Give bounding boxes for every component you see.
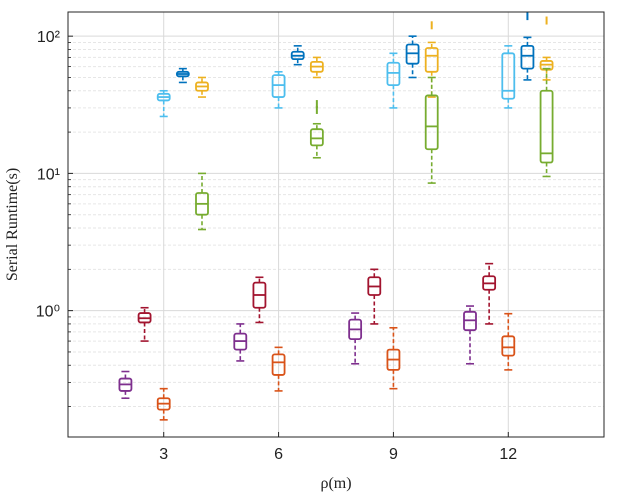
major-gridlines (68, 12, 604, 437)
box-iqr (539, 89, 554, 164)
box-light-blue-3 (156, 89, 171, 118)
box-iqr (424, 94, 439, 151)
box-orange-12 (501, 312, 516, 371)
series-dark-red (137, 262, 497, 342)
box-green-6 (309, 100, 324, 159)
x-axis-label: ρ(m) (320, 475, 351, 492)
series-green (195, 67, 554, 231)
box-purple-9 (348, 312, 363, 365)
box-purple-3 (118, 370, 133, 400)
box-light-blue-9 (386, 52, 401, 109)
box-dark-red-3 (137, 306, 152, 342)
y-tick-label: 10¹ (37, 166, 60, 183)
box-blue-9 (405, 35, 420, 79)
box-dark-red-9 (367, 268, 382, 325)
box-iqr (501, 52, 516, 100)
box-purple-12 (463, 305, 477, 365)
y-tick-label: 10⁰ (36, 304, 60, 321)
box-series-layer (118, 12, 554, 421)
series-light-blue (156, 45, 516, 118)
box-iqr (501, 335, 516, 357)
box-dark-red-12 (482, 262, 497, 325)
box-iqr (309, 128, 324, 147)
y-tick-label: 10² (37, 29, 61, 46)
x-tick-label: 6 (274, 446, 283, 463)
box-green-12 (539, 67, 554, 178)
box-orange-3 (156, 387, 171, 421)
box-purple-6 (233, 323, 248, 362)
box-blue-6 (290, 45, 305, 66)
x-tick-label: 12 (499, 446, 517, 463)
plot-area-frame (67, 11, 605, 438)
box-blue-12 (520, 12, 535, 81)
box-light-blue-12 (501, 45, 516, 109)
box-iqr (271, 74, 286, 98)
series-purple (118, 305, 477, 400)
box-yellow-6 (309, 56, 324, 79)
axis-ticks (68, 35, 509, 437)
box-iqr (424, 47, 439, 73)
series-orange (156, 312, 516, 421)
box-yellow-3 (195, 76, 209, 98)
box-orange-9 (386, 326, 401, 390)
box-iqr (386, 61, 401, 86)
y-axis-label: Serial Runtime(s) (4, 168, 21, 281)
x-tick-label: 9 (389, 446, 398, 463)
box-iqr (271, 353, 286, 376)
x-tick-label: 3 (159, 446, 168, 463)
minor-gridlines (68, 41, 604, 408)
series-blue (175, 12, 535, 84)
box-orange-6 (271, 346, 286, 392)
series-yellow (195, 16, 554, 98)
axis-tick-labels: 3 6 9 12 10⁰ 10¹ 10² (36, 29, 518, 463)
box-dark-red-6 (252, 276, 267, 324)
box-green-3 (195, 172, 209, 231)
box-green-9 (424, 76, 439, 184)
box-iqr (520, 44, 535, 70)
box-blue-3 (175, 67, 190, 84)
box-light-blue-6 (271, 70, 286, 109)
